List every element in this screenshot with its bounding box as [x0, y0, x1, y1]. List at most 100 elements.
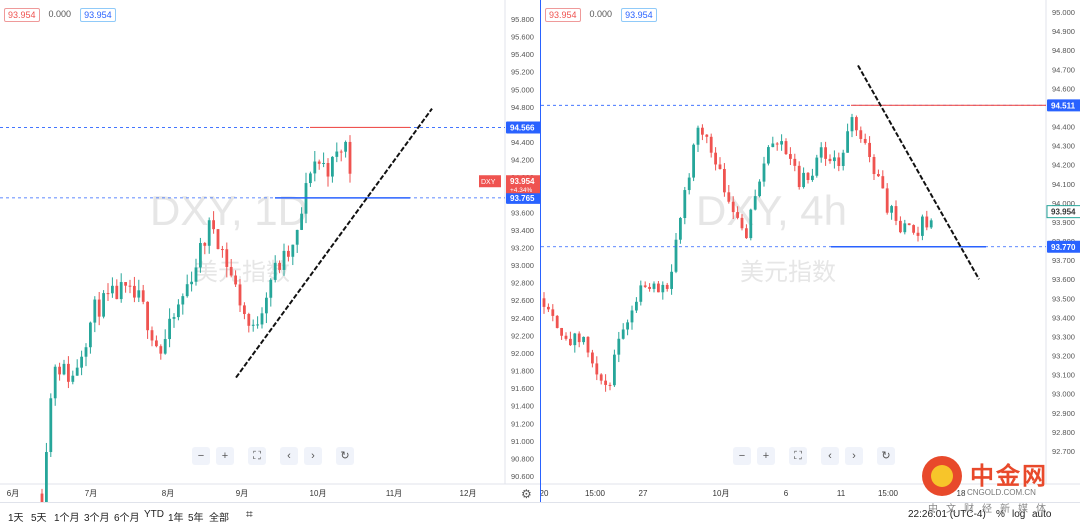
- candle-body: [626, 322, 629, 330]
- candle-body: [225, 249, 229, 267]
- price-tick-label: 93.400: [1052, 313, 1075, 322]
- candle-body: [745, 228, 748, 239]
- candle-body: [881, 176, 885, 189]
- candle-body: [613, 354, 616, 386]
- price-tick-label: 94.200: [511, 156, 534, 165]
- fullscreen-button[interactable]: ⛶: [248, 447, 266, 465]
- range-5d-button[interactable]: 5天: [31, 513, 47, 524]
- price-tick-label: 93.100: [1052, 371, 1075, 380]
- candle-body: [705, 134, 709, 137]
- time-tick-label: 18: [957, 489, 966, 498]
- price-tick-label: 93.200: [511, 244, 534, 253]
- resistance-price-tag-bg: [1047, 99, 1080, 112]
- time-tick-label: 10月: [713, 489, 730, 498]
- zoom-out-button[interactable]: −: [192, 447, 210, 465]
- auto-toggle[interactable]: auto: [1032, 509, 1052, 520]
- percent-toggle[interactable]: %: [996, 509, 1005, 520]
- price-tick-label: 92.400: [511, 314, 534, 323]
- candle-body: [53, 366, 57, 399]
- candle-body: [234, 275, 237, 285]
- scroll-left-button[interactable]: ‹: [280, 447, 298, 465]
- zoom-in-button[interactable]: +: [757, 447, 775, 465]
- candle-body: [295, 229, 299, 245]
- candle-body: [586, 336, 590, 353]
- candle-body: [665, 284, 669, 289]
- candle-body: [269, 279, 273, 298]
- candle-body: [828, 158, 832, 162]
- candle-body: [177, 304, 180, 318]
- candle-body: [714, 152, 717, 165]
- support-price-tag-bg: [1047, 240, 1080, 253]
- header-change: 0.000: [586, 8, 616, 22]
- last-price-change: +4.34%: [510, 187, 532, 194]
- range-all-button[interactable]: 全部: [209, 513, 229, 524]
- range-6m-button[interactable]: 6个月: [114, 513, 140, 524]
- scroll-left-button[interactable]: ‹: [821, 447, 839, 465]
- price-tick-label: 95.000: [1052, 8, 1075, 17]
- h4-chart-header: 93.954 0.000 93.954: [545, 8, 657, 22]
- candle-body: [97, 299, 101, 317]
- candle-body: [872, 157, 876, 175]
- h4-chart-canvas[interactable]: DXY, 4h 美元指数 95.000 94.900 94.800 94.700 94.60…: [541, 0, 1080, 502]
- price-tick-label: 91.400: [511, 402, 534, 411]
- calendar-icon[interactable]: ⌗: [246, 507, 253, 521]
- reset-button[interactable]: ↻: [336, 447, 354, 465]
- daily-chart-panel[interactable]: DXY, 1D 美元指数 95.800 95.600 95.400 95.200 95.00…: [0, 0, 540, 502]
- price-tick-label: 94.200: [1052, 161, 1075, 170]
- header-change: 0.000: [45, 8, 75, 22]
- range-5y-button[interactable]: 5年: [188, 513, 204, 524]
- candle-body: [903, 223, 907, 233]
- price-tick-label: 90.600: [511, 472, 534, 481]
- cngold-logo: 中金网 CNGOLD.COM.CN 中文财经新媒体: [920, 452, 1080, 515]
- candle-body: [639, 285, 643, 302]
- daily-chart-canvas[interactable]: DXY, 1D美元指数95.80095.60095.40095.20095.00…: [0, 0, 540, 502]
- settings-gear-icon: ⚙: [521, 487, 532, 501]
- scroll-right-button[interactable]: ›: [845, 447, 863, 465]
- candle-body: [758, 181, 761, 197]
- price-tick-label: 95.000: [511, 85, 534, 94]
- price-tick-label: 94.100: [1052, 180, 1075, 189]
- range-toolbar: 1天 5天 1个月 3个月 6个月 YTD 1年 5年 全部 ⌗ 22:26:0…: [0, 502, 1080, 526]
- candle-body: [58, 366, 61, 375]
- candle-body: [560, 327, 563, 336]
- candle-body: [894, 206, 898, 221]
- time-tick-label: 7月: [85, 489, 97, 498]
- candle-body: [846, 131, 849, 153]
- support-price-tag-bg: [506, 191, 540, 204]
- zoom-in-button[interactable]: +: [216, 447, 234, 465]
- range-ytd-button[interactable]: YTD: [144, 509, 164, 520]
- range-1m-button[interactable]: 1个月: [54, 513, 80, 524]
- watermark-chinese: 美元指数: [740, 259, 836, 286]
- candle-body: [824, 147, 827, 159]
- candle-body: [775, 143, 779, 145]
- price-tick-label: 93.900: [1052, 218, 1075, 227]
- header-price: 93.954: [4, 8, 40, 22]
- price-tick-label: 93.600: [511, 208, 534, 217]
- scroll-right-button[interactable]: ›: [304, 447, 322, 465]
- candle-body: [124, 282, 127, 286]
- candle-body: [731, 201, 735, 213]
- price-tick-label: 92.000: [511, 349, 534, 358]
- candle-body: [291, 244, 295, 257]
- candle-body: [793, 158, 797, 166]
- candle-body: [216, 229, 220, 250]
- range-1y-button[interactable]: 1年: [168, 513, 184, 524]
- candle-body: [265, 297, 268, 314]
- candle-body: [111, 285, 114, 294]
- last-price-tag-bg: [506, 175, 540, 194]
- time-tick-label: 9月: [236, 489, 248, 498]
- range-3m-button[interactable]: 3个月: [84, 513, 110, 524]
- last-price-tag-bg: [1046, 205, 1080, 219]
- price-tick-label: 91.600: [511, 384, 534, 393]
- range-1d-button[interactable]: 1天: [8, 513, 24, 524]
- reset-button[interactable]: ↻: [877, 447, 895, 465]
- candle-body: [133, 285, 136, 298]
- h4-chart-panel[interactable]: DXY, 4h 美元指数 95.000 94.900 94.800 94.700 94.60…: [540, 0, 1080, 502]
- fullscreen-button[interactable]: ⛶: [789, 447, 807, 465]
- log-toggle[interactable]: log: [1012, 509, 1026, 520]
- candle-body: [137, 290, 141, 298]
- zoom-out-button[interactable]: −: [733, 447, 751, 465]
- candle-body: [885, 188, 889, 213]
- candle-body: [868, 142, 871, 158]
- candle-body: [604, 380, 607, 385]
